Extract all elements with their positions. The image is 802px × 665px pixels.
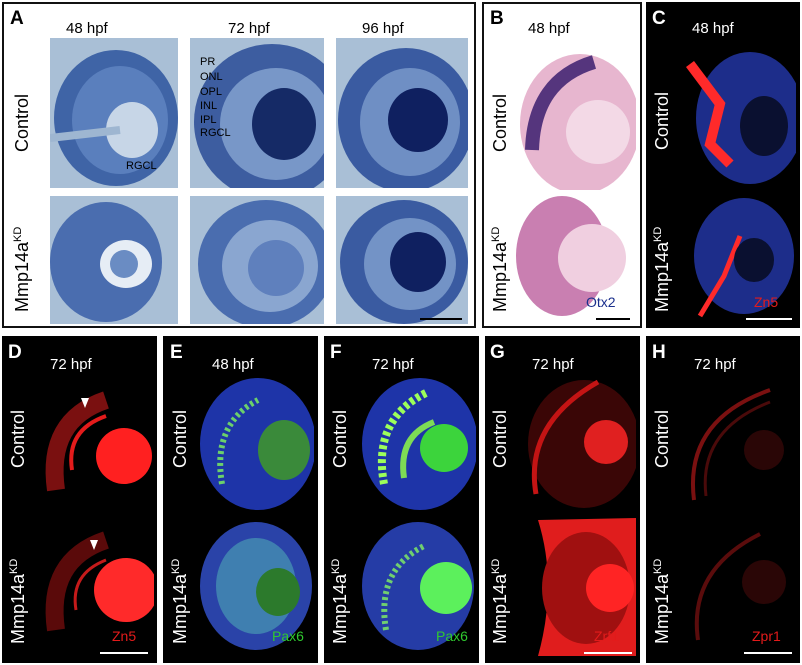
scale-bar-b xyxy=(596,318,630,320)
panel-h-letter: H xyxy=(652,342,666,363)
layer-label-inl: INL xyxy=(200,100,218,112)
histology-kd-96 xyxy=(336,196,468,324)
panel-e-stain: Pax6 xyxy=(272,628,304,644)
histology-kd-72 xyxy=(190,196,324,324)
panel-c-letter: C xyxy=(652,8,666,29)
scale-bar-a xyxy=(420,318,462,320)
layer-label-opl: OPL xyxy=(200,86,223,98)
panel-d-row-kd: Mmp14aKD xyxy=(8,558,28,644)
layer-label-onl: ONL xyxy=(200,71,223,83)
panel-a-header-96: 96 hpf xyxy=(362,20,404,37)
panel-e-row-control: Control xyxy=(170,409,190,468)
panel-e-header: 48 hpf xyxy=(212,356,254,373)
panel-g-row-kd: Mmp14aKD xyxy=(490,558,510,644)
pax6-72-kd xyxy=(358,520,476,656)
histology-control-96 xyxy=(336,38,468,188)
panel-c-header: 48 hpf xyxy=(692,20,734,37)
panel-g-stain: Zrf1 xyxy=(594,628,619,644)
panel-a-row-kd: Mmp14aKD xyxy=(12,226,32,312)
panel-c-row-control: Control xyxy=(652,91,672,150)
panel-f-row-kd: Mmp14aKD xyxy=(330,558,350,644)
layer-label-rgcl: RGCL xyxy=(200,127,231,139)
otx2-control xyxy=(514,40,636,190)
pax6-48-kd xyxy=(198,520,314,656)
zrf1-kd xyxy=(518,514,636,656)
panel-d-header: 72 hpf xyxy=(50,356,92,373)
zn5-48-control xyxy=(680,44,796,190)
zn5-72-control xyxy=(36,380,154,510)
panel-f-letter: F xyxy=(330,342,342,363)
scale-bar-c xyxy=(746,318,792,320)
zn5-48-kd xyxy=(680,196,796,324)
scale-bar-h xyxy=(744,652,792,654)
zn5-72-kd xyxy=(36,520,154,650)
rgcl-label-a: RGCL xyxy=(126,160,157,172)
panel-c-stain: Zn5 xyxy=(754,294,779,310)
panel-e-row-kd: Mmp14aKD xyxy=(170,558,190,644)
panel-a-row-control: Control xyxy=(12,93,32,152)
panel-g-letter: G xyxy=(490,342,505,363)
panel-c-row-kd: Mmp14aKD xyxy=(652,226,672,312)
zrf1-control xyxy=(518,374,636,510)
panel-b-letter: B xyxy=(490,8,504,29)
panel-a-header-72: 72 hpf xyxy=(228,20,270,37)
panel-g-row-control: Control xyxy=(490,409,510,468)
panel-e-letter: E xyxy=(170,342,183,363)
panel-h-row-kd: Mmp14aKD xyxy=(652,558,672,644)
layer-label-ipl: IPL xyxy=(200,114,217,126)
panel-f-stain: Pax6 xyxy=(436,628,468,644)
panel-b-stain: Otx2 xyxy=(586,294,616,310)
panel-h-header: 72 hpf xyxy=(694,356,736,373)
panel-d-row-control: Control xyxy=(8,409,28,468)
panel-a-letter: A xyxy=(10,8,24,29)
panel-f-row-control: Control xyxy=(330,409,350,468)
panel-g-header: 72 hpf xyxy=(532,356,574,373)
pax6-48-control xyxy=(198,374,314,510)
panel-f-header: 72 hpf xyxy=(372,356,414,373)
zpr1-kd xyxy=(680,520,796,650)
histology-control-48 xyxy=(50,38,178,188)
panel-a-header-48: 48 hpf xyxy=(66,20,108,37)
layer-label-pr: PR xyxy=(200,56,216,68)
zpr1-control xyxy=(680,380,796,510)
panel-b-row-kd: Mmp14aKD xyxy=(490,226,510,312)
panel-b-row-control: Control xyxy=(490,93,510,152)
panel-d-letter: D xyxy=(8,342,22,363)
panel-b-header: 48 hpf xyxy=(528,20,570,37)
panel-h-stain: Zpr1 xyxy=(752,628,781,644)
otx2-kd xyxy=(514,196,636,324)
pax6-72-control xyxy=(358,374,476,510)
panel-d-stain: Zn5 xyxy=(112,628,137,644)
scale-bar-g xyxy=(584,652,632,654)
scale-bar-d xyxy=(100,652,148,654)
panel-h-row-control: Control xyxy=(652,409,672,468)
histology-control-72 xyxy=(190,38,324,188)
histology-kd-48 xyxy=(50,196,178,324)
